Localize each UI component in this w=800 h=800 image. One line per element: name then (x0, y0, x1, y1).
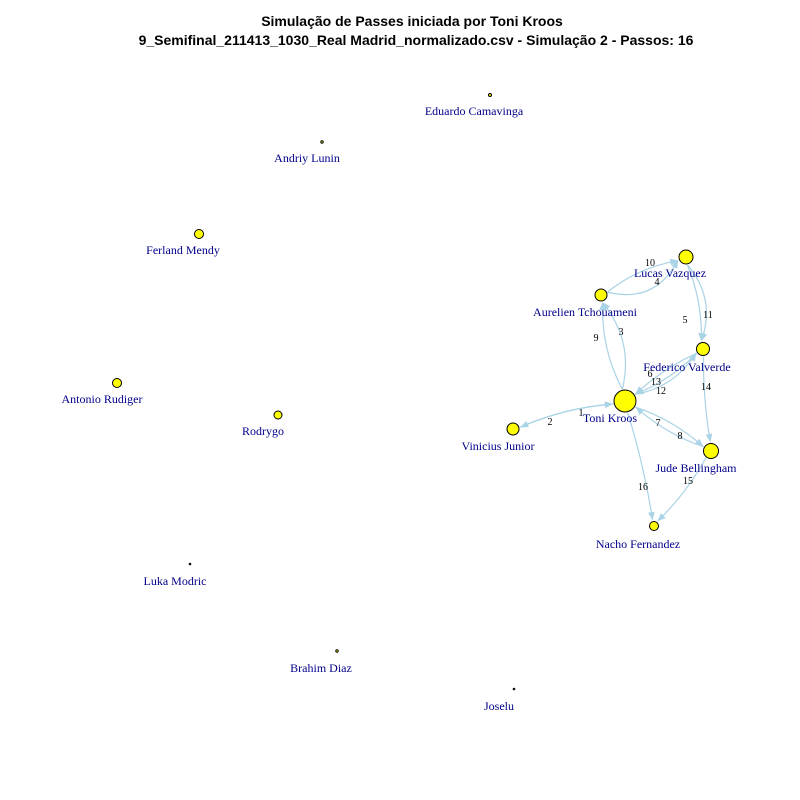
pass-edge-9 (602, 302, 627, 390)
player-label-rudiger: Antonio Rudiger (62, 392, 143, 406)
player-node-valverde (696, 342, 710, 356)
player-label-modric: Luka Modric (144, 574, 207, 588)
player-label-rodrygo: Rodrygo (242, 424, 284, 438)
pass-edge-14 (702, 356, 713, 443)
pass-step-label-7: 7 (656, 418, 661, 429)
pass-edge-4 (607, 258, 679, 293)
pass-step-label-10: 10 (645, 258, 655, 269)
pass-edge-16 (627, 412, 655, 521)
player-node-modric (188, 562, 192, 566)
pass-step-label-1: 1 (579, 408, 584, 419)
pass-edges (519, 258, 713, 522)
player-labels: Eduardo Camavinga Andriy Lunin Ferland Men… (62, 104, 738, 713)
player-node-rodrygo (273, 410, 283, 420)
pass-step-label-4: 4 (655, 277, 660, 288)
pass-step-label-12: 12 (656, 386, 666, 397)
pass-step-label-14: 14 (701, 382, 711, 393)
player-label-lunin: Andriy Lunin (274, 151, 340, 165)
pass-step-label-6: 6 (648, 369, 653, 380)
player-node-tchouameni (594, 288, 608, 302)
pass-step-label-16: 16 (638, 482, 648, 493)
player-node-lunin (320, 140, 324, 144)
player-node-nacho (649, 521, 659, 531)
player-label-mendy: Ferland Mendy (146, 243, 220, 257)
player-node-bellingham (703, 443, 719, 459)
pass-step-label-11: 11 (703, 310, 713, 321)
player-node-mendy (194, 229, 204, 239)
player-label-nacho: Nacho Fernandez (596, 537, 680, 551)
pass-edge-2 (519, 403, 614, 428)
pass-step-label-15: 15 (683, 476, 693, 487)
player-node-vazquez (678, 249, 694, 265)
pass-step-label-9: 9 (594, 333, 599, 344)
chart-title-line1: Simulação de Passes iniciada por Toni Kr… (261, 13, 563, 29)
player-label-camavinga: Eduardo Camavinga (425, 104, 524, 118)
player-label-bellingham: Jude Bellingham (656, 461, 738, 475)
pass-step-label-5: 5 (683, 315, 688, 326)
pass-step-label-2: 2 (548, 417, 553, 428)
pass-step-label-3: 3 (619, 327, 624, 338)
pass-edge-10 (607, 259, 679, 296)
chart-title-line2: 9_Semifinal_211413_1030_Real Madrid_norm… (139, 32, 694, 48)
pass-step-label-13: 13 (651, 377, 661, 388)
player-node-vinicius (506, 422, 520, 436)
player-label-kroos: Toni Kroos (583, 411, 637, 425)
pass-edge-7 (635, 406, 704, 447)
player-node-rudiger (112, 378, 122, 388)
player-label-vazquez: Lucas Vazquez (634, 266, 706, 280)
pass-edge-13 (634, 353, 697, 395)
pass-step-label-8: 8 (678, 431, 683, 442)
player-nodes (112, 93, 719, 691)
player-label-tchouameni: Aurelien Tchouameni (533, 305, 638, 319)
player-node-camavinga (488, 93, 492, 97)
player-label-valverde: Federico Valverde (643, 360, 730, 374)
player-label-vinicius: Vinicius Junior (462, 439, 535, 453)
pass-edge-15 (657, 457, 707, 522)
pass-edge-8 (635, 406, 704, 448)
player-node-joselu (512, 687, 516, 691)
player-label-brahim: Brahim Diaz (290, 661, 352, 675)
player-node-brahim (335, 649, 339, 653)
pass-edge-11 (686, 264, 708, 342)
player-node-kroos (613, 389, 637, 413)
player-label-joselu: Joselu (484, 699, 514, 713)
pass-edge-3 (599, 301, 623, 390)
